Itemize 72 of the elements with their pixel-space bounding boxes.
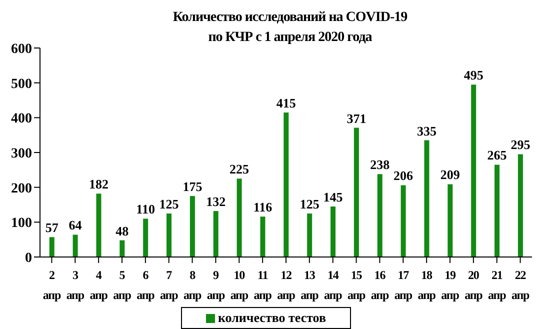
data-label: 265 [487,148,508,163]
x-tick-label: 9 апр [206,268,226,302]
bar [143,218,148,257]
x-tick-label: 17 апр [394,268,413,302]
data-label: 225 [230,162,250,177]
data-label: 132 [206,194,226,210]
data-label: 415 [276,95,296,110]
data-label: 116 [253,200,273,215]
data-label: 495 [464,68,484,83]
data-label: 175 [182,179,203,194]
x-tick-label: 22 апр [511,268,530,302]
bar [120,240,125,257]
x-tick-label: 11 апр [254,268,272,302]
data-label: 64 [68,218,82,233]
legend-label: количество тестов [216,310,326,326]
data-label: 48 [116,223,130,238]
bar [72,234,78,257]
x-tick-label: 18 апр [418,268,436,302]
data-label: 295 [510,137,531,152]
bar [330,206,336,257]
bar [96,194,102,257]
bar [471,84,476,257]
data-label: 371 [346,110,366,126]
y-tick-label: 400 [11,112,32,127]
data-label: 145 [323,189,344,204]
x-tick-label: 3 апр [66,268,85,302]
bar [307,213,312,257]
x-tick-label: 15 апр [347,268,366,302]
bar [377,174,382,257]
bar [166,213,172,257]
bar [213,211,218,257]
x-tick-label: 4 апр [90,268,108,302]
data-label: 206 [394,168,414,184]
data-label: 57 [45,220,59,236]
x-tick-label: 10 апр [230,268,249,302]
chart-title: Количество исследований на COVID-19 по КЧР с 1 апреля 2020 года [172,9,408,47]
bar [260,216,266,257]
data-label: 125 [300,196,320,212]
y-tick-label: 0 [25,250,32,266]
bar [284,112,289,257]
bar [448,184,453,257]
x-tick-label: 5 апр [113,268,132,302]
x-tick-label: 12 апр [277,268,296,302]
x-tick-label: 19 апр [441,268,460,302]
x-tick-label: 14 апр [324,268,343,302]
data-label: 182 [88,176,108,192]
x-tick-label: 8 апр [183,268,202,302]
x-tick-label: 2 апр [42,268,62,302]
x-tick-label: 7 апр [160,268,179,302]
y-tick-label: 200 [11,181,32,196]
bar [190,196,195,257]
data-label: 335 [416,123,437,138]
bar [494,164,500,257]
bar [400,185,406,257]
x-tick-label: 21 апр [488,268,507,302]
x-tick-label: 20 апр [464,268,484,302]
bar [518,154,523,257]
bar [354,128,359,257]
bar [49,237,54,257]
bar [424,140,430,257]
y-tick-label: 300 [11,146,32,162]
bar [236,178,242,257]
y-tick-label: 100 [11,216,32,232]
data-label: 209 [440,167,460,182]
x-tick-label: 16 апр [370,268,390,302]
data-label: 238 [370,157,390,172]
x-tick-label: 6 апр [136,268,156,302]
x-tick-label: 13 апр [300,268,320,302]
y-tick-label: 500 [11,76,32,92]
y-tick-label: 600 [11,42,32,57]
data-label: 125 [159,196,180,212]
data-label: 110 [136,202,155,217]
